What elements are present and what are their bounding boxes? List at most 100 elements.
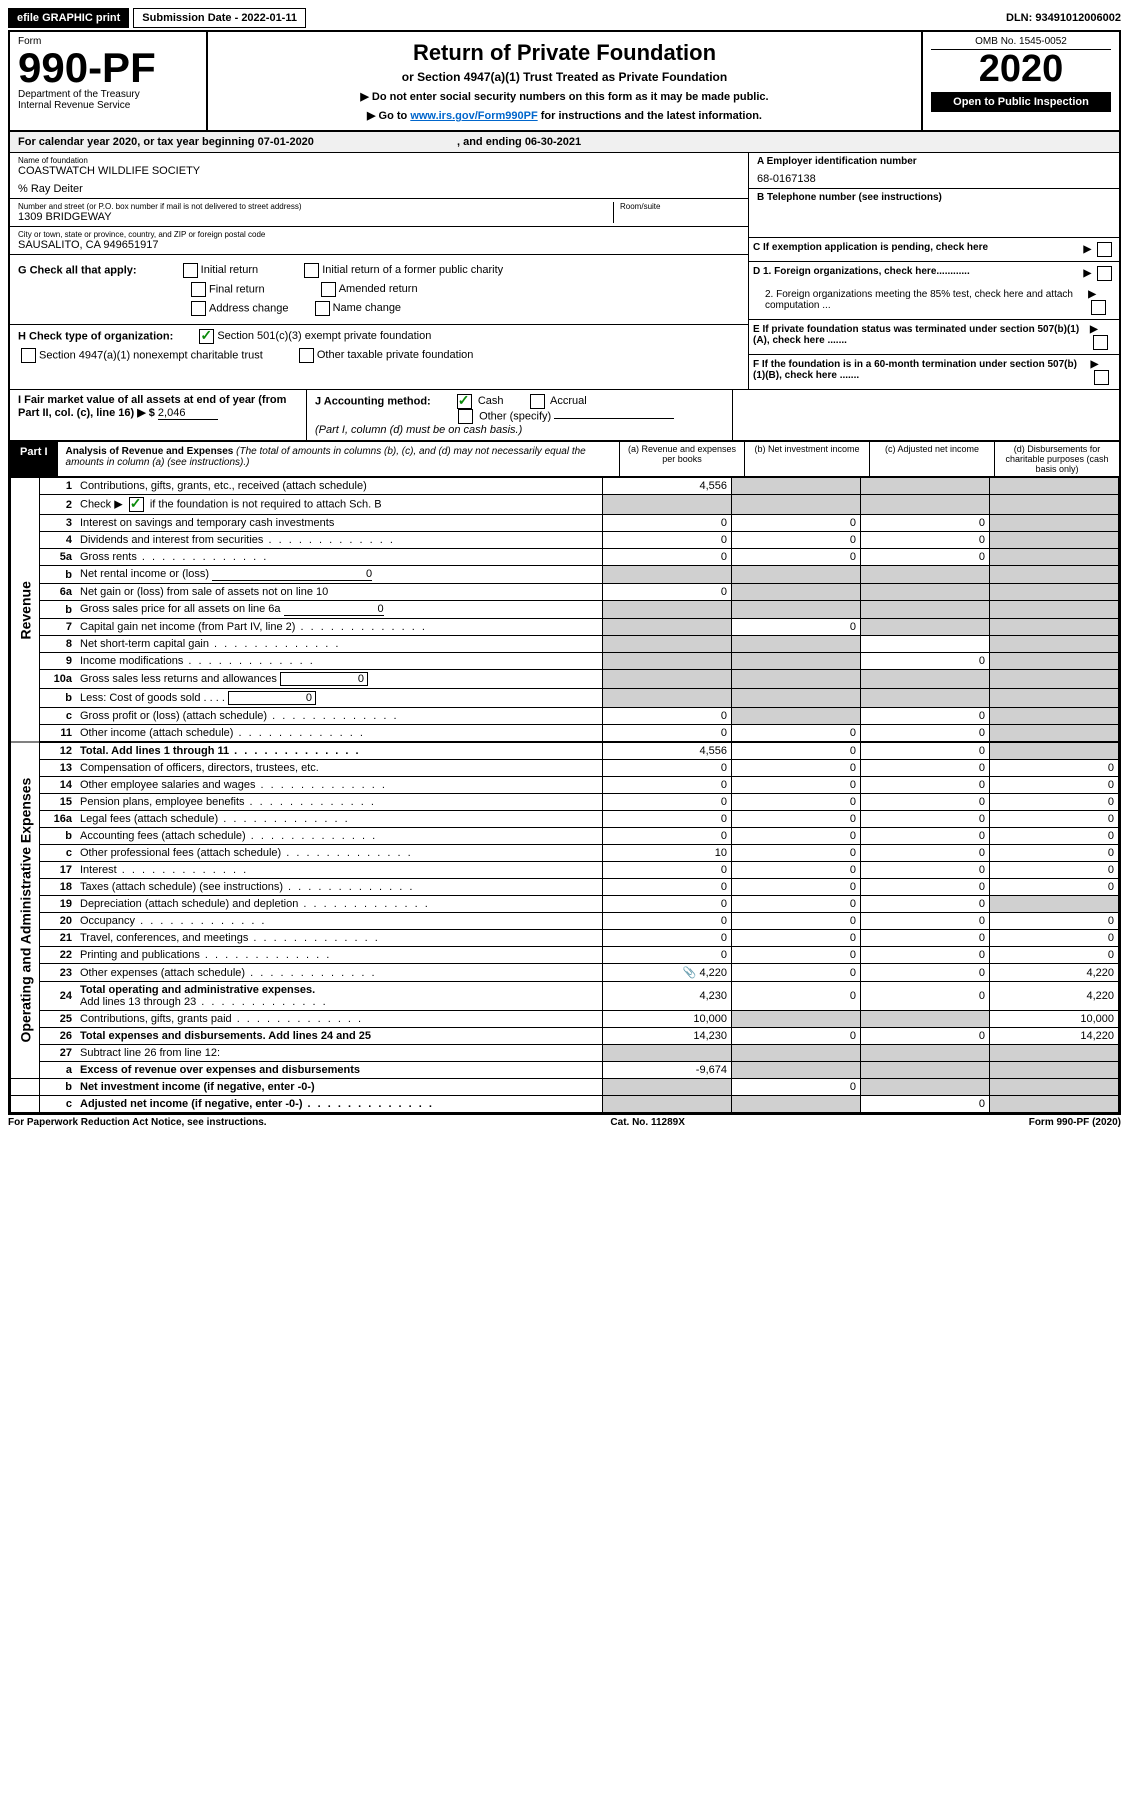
cb-e[interactable] bbox=[1093, 335, 1108, 350]
foundation-city: SAUSALITO, CA 949651917 bbox=[18, 239, 740, 251]
irs-label: Internal Revenue Service bbox=[18, 100, 198, 111]
table-row: 7Capital gain net income (from Part IV, … bbox=[11, 619, 1119, 636]
ij-row: I Fair market value of all assets at end… bbox=[10, 389, 1119, 440]
c-label: C If exemption application is pending, c… bbox=[753, 242, 988, 253]
cb-4947[interactable] bbox=[21, 348, 36, 363]
address-cell: Number and street (or P.O. box number if… bbox=[10, 199, 748, 227]
form-subtitle: or Section 4947(a)(1) Trust Treated as P… bbox=[216, 70, 913, 84]
table-row: 22Printing and publications0000 bbox=[11, 947, 1119, 964]
table-row: bNet rental income or (loss) 0 bbox=[11, 566, 1119, 584]
cb-other-acct[interactable] bbox=[458, 409, 473, 424]
addr-label: Number and street (or P.O. box number if… bbox=[18, 202, 613, 211]
footer: For Paperwork Reduction Act Notice, see … bbox=[8, 1117, 1121, 1128]
table-row: bLess: Cost of goods sold . . . . 0 bbox=[11, 689, 1119, 708]
table-row: 25Contributions, gifts, grants paid10,00… bbox=[11, 1011, 1119, 1028]
col-c-head: (c) Adjusted net income bbox=[869, 442, 994, 476]
header-center: Return of Private Foundation or Section … bbox=[208, 32, 921, 130]
cb-c[interactable] bbox=[1097, 242, 1112, 257]
col-a-head: (a) Revenue and expenses per books bbox=[619, 442, 744, 476]
cb-initial[interactable] bbox=[183, 263, 198, 278]
cb-other-tax[interactable] bbox=[299, 348, 314, 363]
form990pf-link[interactable]: www.irs.gov/Form990PF bbox=[410, 110, 537, 122]
cb-sch-b[interactable] bbox=[129, 497, 144, 512]
ein-cell: A Employer identification number 68-0167… bbox=[749, 153, 1119, 189]
j-cash: Cash bbox=[478, 395, 504, 407]
g-final: Final return bbox=[209, 283, 265, 295]
note-2: ▶ Go to www.irs.gov/Form990PF for instru… bbox=[216, 109, 913, 122]
c-cell: C If exemption application is pending, c… bbox=[749, 238, 1119, 262]
table-row: cOther professional fees (attach schedul… bbox=[11, 845, 1119, 862]
name-cell: Name of foundation COASTWATCH WILDLIFE S… bbox=[10, 153, 748, 199]
city-label: City or town, state or province, country… bbox=[18, 230, 740, 239]
table-row: 15Pension plans, employee benefits0000 bbox=[11, 794, 1119, 811]
header-left: Form 990-PF Department of the Treasury I… bbox=[10, 32, 208, 130]
info-left: Name of foundation COASTWATCH WILDLIFE S… bbox=[10, 153, 748, 389]
form-title: Return of Private Foundation bbox=[216, 40, 913, 66]
tax-year: 2020 bbox=[931, 50, 1111, 88]
footer-left: For Paperwork Reduction Act Notice, see … bbox=[8, 1117, 267, 1128]
calendar-year-row: For calendar year 2020, or tax year begi… bbox=[10, 132, 1119, 153]
footer-right: Form 990-PF (2020) bbox=[1029, 1117, 1121, 1128]
table-row: 5aGross rents000 bbox=[11, 549, 1119, 566]
table-row: 3Interest on savings and temporary cash … bbox=[11, 515, 1119, 532]
cb-name[interactable] bbox=[315, 301, 330, 316]
table-row: 13Compensation of officers, directors, t… bbox=[11, 760, 1119, 777]
cb-501c3[interactable] bbox=[199, 329, 214, 344]
efile-print-button[interactable]: efile GRAPHIC print bbox=[8, 8, 129, 28]
room-label: Room/suite bbox=[620, 202, 740, 211]
cb-amended[interactable] bbox=[321, 282, 336, 297]
h-section: H Check type of organization: Section 50… bbox=[10, 325, 748, 371]
cb-cash[interactable] bbox=[457, 394, 472, 409]
open-public-badge: Open to Public Inspection bbox=[931, 92, 1111, 112]
form-header: Form 990-PF Department of the Treasury I… bbox=[10, 32, 1119, 132]
cb-d2[interactable] bbox=[1091, 300, 1106, 315]
d1-label: D 1. Foreign organizations, check here..… bbox=[753, 266, 970, 277]
city-cell: City or town, state or province, country… bbox=[10, 227, 748, 255]
table-row: 27Subtract line 26 from line 12: bbox=[11, 1045, 1119, 1062]
table-row: 6aNet gain or (loss) from sale of assets… bbox=[11, 584, 1119, 601]
phone-cell: B Telephone number (see instructions) bbox=[749, 189, 1119, 238]
j-accrual: Accrual bbox=[550, 395, 587, 407]
analysis-table: Revenue 1 Contributions, gifts, grants, … bbox=[10, 477, 1119, 1113]
note-2-pre: ▶ Go to bbox=[367, 110, 410, 122]
foundation-address: 1309 BRIDGEWAY bbox=[18, 211, 613, 223]
phone-label: B Telephone number (see instructions) bbox=[757, 192, 1111, 203]
g-initial: Initial return bbox=[201, 264, 258, 276]
e-label: E If private foundation status was termi… bbox=[753, 324, 1086, 346]
submission-date-button[interactable]: Submission Date - 2022-01-11 bbox=[133, 8, 306, 28]
cb-initial-former[interactable] bbox=[304, 263, 319, 278]
h-label: H Check type of organization: bbox=[18, 330, 173, 342]
j-cell: J Accounting method: Cash Accrual Other … bbox=[307, 390, 732, 440]
dept-label: Department of the Treasury bbox=[18, 89, 198, 100]
cb-accrual[interactable] bbox=[530, 394, 545, 409]
i-value: 2,046 bbox=[158, 407, 218, 420]
f-cell: F If the foundation is in a 60-month ter… bbox=[749, 355, 1119, 389]
h-opt3: Other taxable private foundation bbox=[317, 349, 474, 361]
note-1: ▶ Do not enter social security numbers o… bbox=[216, 90, 913, 103]
col-d-head: (d) Disbursements for charitable purpose… bbox=[994, 442, 1119, 476]
ein-label: A Employer identification number bbox=[757, 156, 1111, 167]
header-right: OMB No. 1545-0052 2020 Open to Public In… bbox=[921, 32, 1119, 130]
cal-year-end: , and ending 06-30-2021 bbox=[457, 136, 581, 148]
cb-f[interactable] bbox=[1094, 370, 1109, 385]
g-label: G Check all that apply: bbox=[18, 264, 137, 276]
care-of: % Ray Deiter bbox=[18, 183, 740, 195]
cb-d1[interactable] bbox=[1097, 266, 1112, 281]
table-row: 14Other employee salaries and wages0000 bbox=[11, 777, 1119, 794]
cb-final[interactable] bbox=[191, 282, 206, 297]
cb-address[interactable] bbox=[191, 301, 206, 316]
h-opt2: Section 4947(a)(1) nonexempt charitable … bbox=[39, 349, 263, 361]
e-cell: E If private foundation status was termi… bbox=[749, 320, 1119, 355]
table-row: 11Other income (attach schedule)000 bbox=[11, 725, 1119, 743]
table-row: 23Other expenses (attach schedule)📎 4,22… bbox=[11, 964, 1119, 982]
table-row: 9Income modifications0 bbox=[11, 653, 1119, 670]
table-row: 21Travel, conferences, and meetings0000 bbox=[11, 930, 1119, 947]
part1-title: Analysis of Revenue and Expenses bbox=[66, 446, 234, 457]
table-row: 10aGross sales less returns and allowanc… bbox=[11, 670, 1119, 689]
table-row: cAdjusted net income (if negative, enter… bbox=[11, 1096, 1119, 1113]
i-cell: I Fair market value of all assets at end… bbox=[10, 390, 307, 440]
revenue-label: Revenue bbox=[11, 478, 40, 743]
attachment-icon[interactable]: 📎 bbox=[683, 967, 697, 979]
footer-center: Cat. No. 11289X bbox=[610, 1117, 684, 1128]
expenses-label: Operating and Administrative Expenses bbox=[11, 742, 40, 1079]
